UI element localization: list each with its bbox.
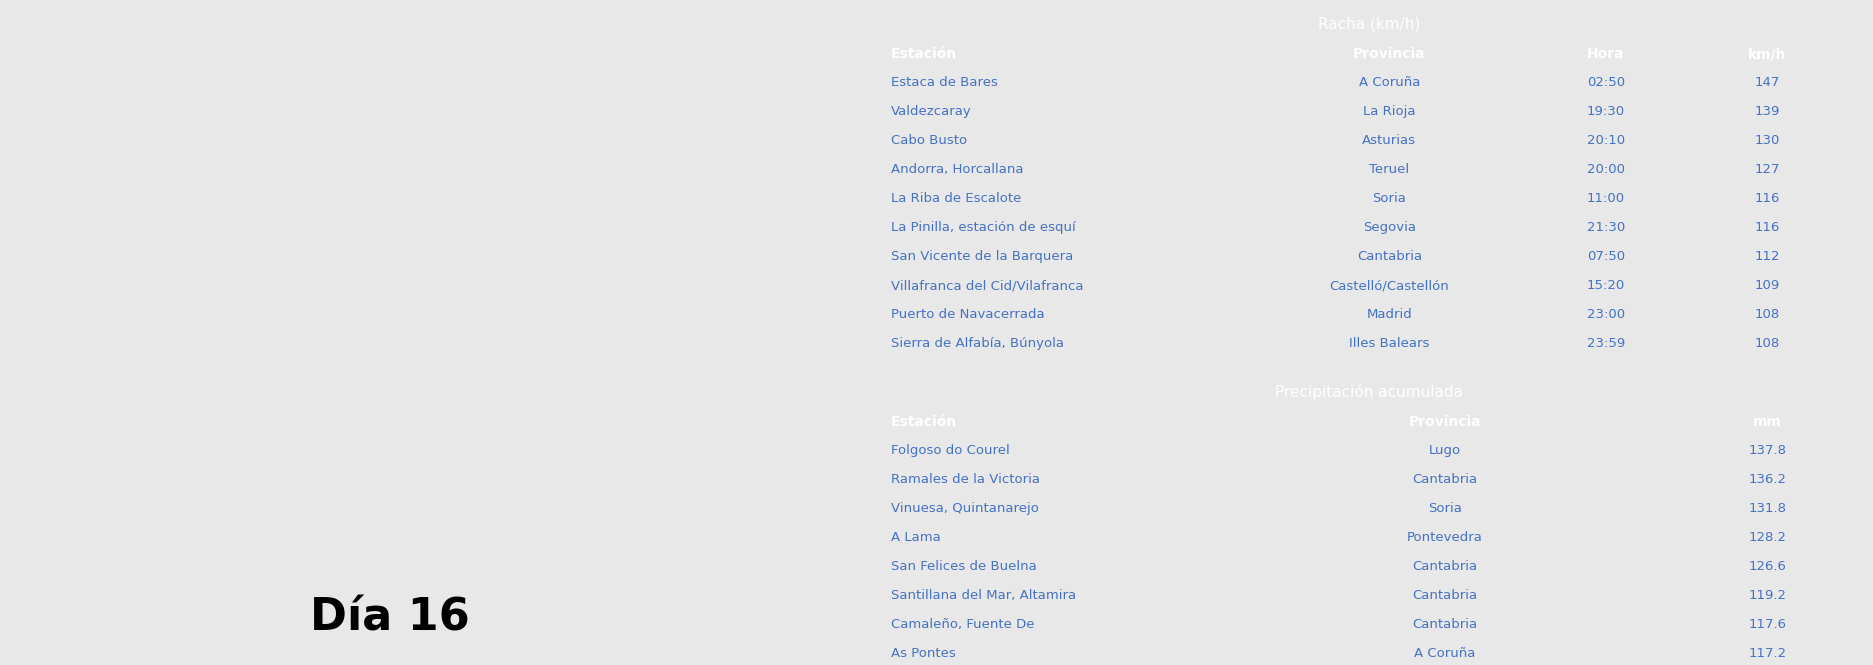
Text: 147: 147 [1755,76,1779,89]
Text: Cantabria: Cantabria [1412,473,1478,486]
Text: Cantabria: Cantabria [1412,560,1478,573]
Text: Cabo Busto: Cabo Busto [890,134,966,147]
Text: Estación: Estación [890,47,957,61]
Text: 21:30: 21:30 [1586,221,1626,234]
Text: 126.6: 126.6 [1748,560,1787,573]
Text: Camaleño, Fuente De: Camaleño, Fuente De [890,618,1034,631]
Text: La Riba de Escalote: La Riba de Escalote [890,192,1021,205]
Text: La Rioja: La Rioja [1364,105,1416,118]
Text: 131.8: 131.8 [1748,502,1787,515]
Text: Cantabria: Cantabria [1412,589,1478,602]
Text: km/h: km/h [1748,47,1787,61]
Text: Ramales de la Victoria: Ramales de la Victoria [890,473,1040,486]
Text: A Lama: A Lama [890,531,940,544]
Text: 137.8: 137.8 [1748,444,1787,457]
Text: 127: 127 [1755,163,1779,176]
Text: A Coruña: A Coruña [1414,647,1476,660]
Text: Estación: Estación [890,415,957,429]
Text: mm: mm [1753,415,1781,429]
Text: Castelló/Castellón: Castelló/Castellón [1330,279,1450,292]
Text: As Pontes: As Pontes [890,647,955,660]
Text: 108: 108 [1755,337,1779,350]
Text: Madrid: Madrid [1367,308,1412,321]
Text: Teruel: Teruel [1369,163,1408,176]
Text: Racha (km/h): Racha (km/h) [1319,17,1420,31]
Text: 128.2: 128.2 [1748,531,1787,544]
Text: Villafranca del Cid/Vilafranca: Villafranca del Cid/Vilafranca [890,279,1083,292]
Text: A Coruña: A Coruña [1358,76,1420,89]
Text: 116: 116 [1755,192,1779,205]
Text: Provincia: Provincia [1352,47,1425,61]
Text: 112: 112 [1755,250,1779,263]
Text: 11:00: 11:00 [1586,192,1626,205]
Text: Folgoso do Courel: Folgoso do Courel [890,444,1010,457]
Text: 23:00: 23:00 [1586,308,1626,321]
Text: Día 16: Día 16 [309,597,470,640]
Text: Hora: Hora [1586,47,1624,61]
Text: Precipitación acumulada: Precipitación acumulada [1276,384,1463,400]
Text: San Felices de Buelna: San Felices de Buelna [890,560,1036,573]
Text: San Vicente de la Barquera: San Vicente de la Barquera [890,250,1073,263]
Text: Valdezcaray: Valdezcaray [890,105,972,118]
Text: 116: 116 [1755,221,1779,234]
Text: Estaca de Bares: Estaca de Bares [890,76,998,89]
Text: 109: 109 [1755,279,1779,292]
Text: Soria: Soria [1427,502,1461,515]
Text: 15:20: 15:20 [1586,279,1626,292]
Text: Illes Balears: Illes Balears [1349,337,1429,350]
Text: 108: 108 [1755,308,1779,321]
Text: 20:00: 20:00 [1586,163,1626,176]
Text: Lugo: Lugo [1429,444,1461,457]
Text: La Pinilla, estación de esquí: La Pinilla, estación de esquí [890,221,1075,234]
Text: Pontevedra: Pontevedra [1407,531,1483,544]
Text: 117.2: 117.2 [1748,647,1787,660]
Text: 117.6: 117.6 [1748,618,1787,631]
Text: 20:10: 20:10 [1586,134,1626,147]
Text: 19:30: 19:30 [1586,105,1626,118]
Text: Cantabria: Cantabria [1356,250,1422,263]
Text: Puerto de Navacerrada: Puerto de Navacerrada [890,308,1043,321]
Text: 136.2: 136.2 [1748,473,1787,486]
Text: Soria: Soria [1373,192,1407,205]
Text: Asturias: Asturias [1362,134,1416,147]
Text: Santillana del Mar, Altamira: Santillana del Mar, Altamira [890,589,1075,602]
Text: 23:59: 23:59 [1586,337,1626,350]
Text: Sierra de Alfabía, Búnyola: Sierra de Alfabía, Búnyola [890,337,1064,350]
Text: 02:50: 02:50 [1586,76,1626,89]
Text: Segovia: Segovia [1364,221,1416,234]
Text: 139: 139 [1755,105,1779,118]
Text: Andorra, Horcallana: Andorra, Horcallana [890,163,1023,176]
Text: 119.2: 119.2 [1748,589,1787,602]
Text: Cantabria: Cantabria [1412,618,1478,631]
Text: 130: 130 [1755,134,1779,147]
Text: Provincia: Provincia [1408,415,1482,429]
Text: 07:50: 07:50 [1586,250,1626,263]
Text: Vinuesa, Quintanarejo: Vinuesa, Quintanarejo [890,502,1038,515]
